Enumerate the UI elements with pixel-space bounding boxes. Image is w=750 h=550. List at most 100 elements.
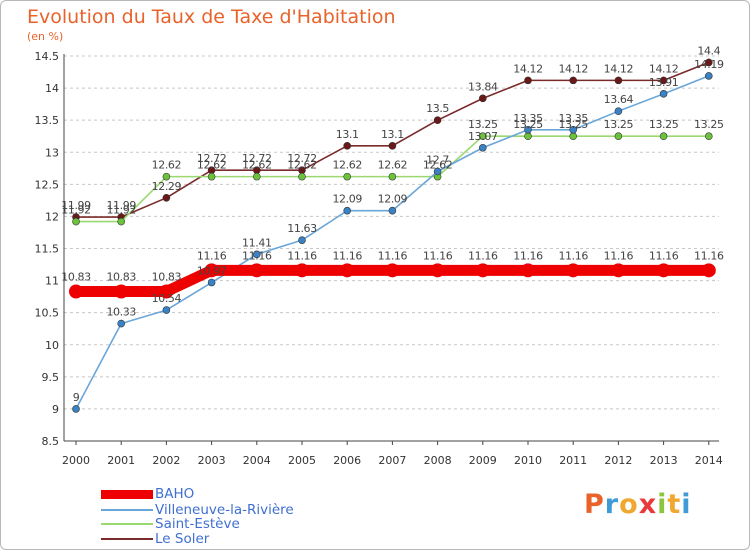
- data-label-baho: 10.83: [152, 270, 182, 283]
- y-tick-label: 9.5: [42, 371, 60, 384]
- y-tick-label: 8.5: [42, 435, 60, 448]
- legend-swatch-saint-esteve: [101, 523, 153, 525]
- data-label-le-soler: 14.12: [649, 62, 679, 75]
- y-tick-label: 11.5: [35, 243, 60, 256]
- data-point-le-soler: [704, 58, 713, 67]
- data-point-baho: [114, 284, 129, 299]
- data-point-le-soler: [524, 76, 532, 85]
- data-label-le-soler: 14.12: [604, 62, 634, 75]
- logo-letter: i: [681, 489, 692, 520]
- data-label-baho: 11.16: [197, 249, 227, 262]
- x-tick-label: 2010: [514, 454, 542, 467]
- data-label-le-soler: 12.72: [287, 152, 317, 165]
- y-axis-unit: (en %): [27, 30, 64, 43]
- data-point-saint-esteve: [162, 172, 171, 181]
- data-label-villeneuve-la-riviere: 13.35: [558, 112, 588, 125]
- data-label-le-soler: 12.29: [152, 180, 182, 193]
- data-point-le-soler: [659, 76, 668, 85]
- data-label-villeneuve-la-riviere: 13.91: [649, 76, 679, 89]
- chart-title: Evolution du Taux de Taxe d'Habitation: [27, 6, 396, 28]
- data-point-saint-esteve: [253, 172, 261, 181]
- data-point-le-soler: [478, 94, 487, 103]
- data-label-villeneuve-la-riviere: 10.33: [106, 306, 136, 319]
- logo-letter: x: [638, 489, 658, 520]
- x-tick-label: 2011: [559, 454, 587, 467]
- data-point-le-soler: [343, 142, 352, 150]
- x-tick-label: 2006: [333, 454, 361, 467]
- data-label-le-soler: 11.99: [61, 199, 91, 212]
- data-label-baho: 11.16: [287, 249, 317, 262]
- data-point-baho: [249, 263, 264, 278]
- data-point-villeneuve-la-riviere: [343, 206, 352, 215]
- y-tick-label: 14.5: [35, 50, 60, 63]
- data-point-le-soler: [569, 76, 578, 85]
- data-point-saint-esteve: [659, 132, 668, 141]
- y-tick-label: 12: [45, 210, 59, 223]
- legend-item-saint-esteve: Saint-Estève: [101, 516, 240, 532]
- data-point-villeneuve-la-riviere: [298, 236, 306, 244]
- data-label-le-soler: 13.84: [468, 80, 498, 93]
- data-label-villeneuve-la-riviere: 12.09: [378, 193, 408, 206]
- y-tick-label: 13.5: [35, 114, 60, 127]
- data-label-villeneuve-la-riviere: 9: [73, 391, 80, 404]
- data-point-villeneuve-la-riviere: [659, 90, 668, 98]
- data-point-villeneuve-la-riviere: [388, 206, 397, 215]
- logo-letter: i: [657, 489, 668, 520]
- x-tick-label: 2014: [695, 454, 723, 467]
- data-point-saint-esteve: [478, 132, 487, 141]
- data-point-saint-esteve: [298, 172, 306, 181]
- data-label-le-soler: 14.12: [513, 62, 543, 75]
- data-label-villeneuve-la-riviere: 12.09: [332, 193, 362, 206]
- data-label-baho: 11.16: [468, 249, 498, 262]
- data-label-villeneuve-la-riviere: 13.64: [604, 93, 634, 106]
- data-label-baho: 11.16: [513, 249, 543, 262]
- x-tick-label: 2004: [243, 454, 271, 467]
- data-point-saint-esteve: [614, 132, 623, 141]
- x-tick-label: 2009: [469, 454, 497, 467]
- x-tick-label: 2001: [107, 454, 135, 467]
- legend-swatch-baho: [101, 489, 153, 499]
- x-tick-label: 2008: [424, 454, 452, 467]
- data-point-le-soler: [388, 142, 397, 150]
- logo-letter: t: [667, 489, 682, 520]
- x-tick-label: 2005: [288, 454, 316, 467]
- data-label-saint-esteve: 13.25: [604, 118, 634, 131]
- legend-item-baho: BAHO: [101, 486, 194, 502]
- y-tick-label: 9: [52, 403, 59, 416]
- data-point-villeneuve-la-riviere: [117, 319, 125, 328]
- data-point-villeneuve-la-riviere: [524, 125, 532, 134]
- data-label-le-soler: 13.1: [336, 128, 359, 141]
- data-label-villeneuve-la-riviere: 11.41: [242, 236, 272, 249]
- x-tick-label: 2012: [604, 454, 632, 467]
- data-point-le-soler: [614, 76, 623, 85]
- data-label-saint-esteve: 13.25: [694, 118, 724, 131]
- data-label-le-soler: 12.72: [242, 152, 272, 165]
- data-label-saint-esteve: 12.62: [287, 159, 317, 172]
- y-tick-label: 11: [45, 275, 59, 288]
- data-label-le-soler: 12.72: [197, 152, 227, 165]
- data-point-baho: [159, 284, 174, 299]
- data-label-baho: 11.16: [332, 249, 362, 262]
- data-label-baho: 10.83: [106, 270, 136, 283]
- data-label-saint-esteve: 13.25: [513, 118, 543, 131]
- data-point-villeneuve-la-riviere: [253, 250, 261, 259]
- legend-swatch-villeneuve: [101, 509, 153, 511]
- data-label-saint-esteve: 12.62: [332, 159, 362, 172]
- data-label-villeneuve-la-riviere: 14.19: [694, 58, 724, 71]
- data-label-saint-esteve: 13.25: [649, 118, 679, 131]
- data-label-villeneuve-la-riviere: 10.54: [152, 292, 182, 305]
- legend-label-villeneuve: Villeneuve-la-Rivière: [155, 502, 294, 518]
- data-point-villeneuve-la-riviere: [704, 72, 713, 80]
- data-point-saint-esteve: [207, 172, 216, 181]
- data-point-saint-esteve: [704, 132, 713, 141]
- data-point-baho: [295, 263, 309, 278]
- legend-swatch-le-soler: [101, 538, 153, 540]
- data-point-villeneuve-la-riviere: [433, 167, 442, 176]
- data-label-baho: 11.16: [604, 249, 634, 262]
- data-label-saint-esteve: 12.62: [378, 159, 408, 172]
- data-label-baho: 11.16: [423, 249, 453, 262]
- data-label-villeneuve-la-riviere: 13.07: [468, 130, 498, 143]
- data-point-baho: [611, 263, 626, 278]
- logo-letter: r: [604, 489, 620, 520]
